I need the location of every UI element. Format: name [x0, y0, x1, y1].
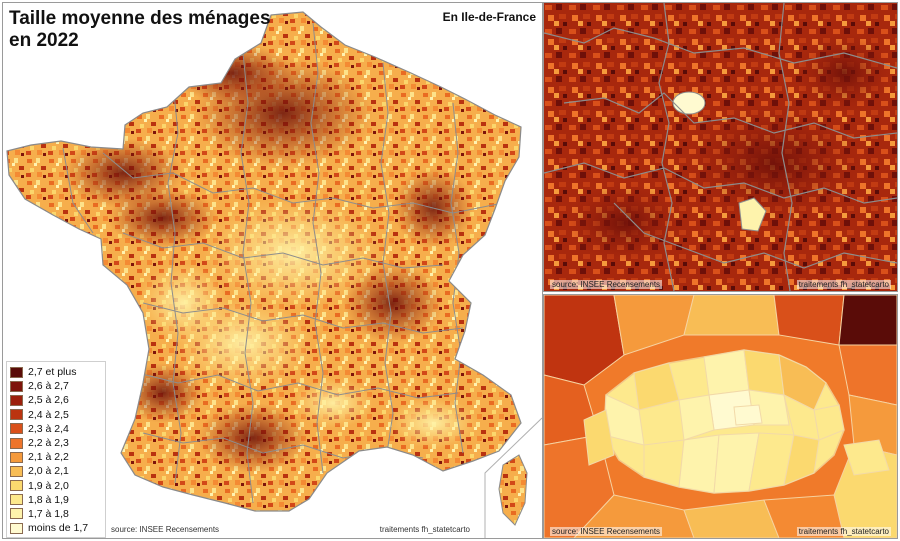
ile-de-france-map-panel: source: INSEE Recensements traitements f…: [543, 2, 898, 292]
legend-item: 2,7 et plus: [10, 365, 103, 379]
legend-item: 1,9 à 2,0: [10, 479, 103, 493]
map-title: Taille moyenne des ménages en 2022: [9, 8, 271, 52]
legend: 2,7 et plus 2,6 à 2,7 2,5 à 2,6 2,4 à 2,5 2,…: [6, 361, 106, 538]
legend-item: 2,1 à 2,2: [10, 450, 103, 464]
paris-source-text: source: INSEE Recensements: [550, 527, 663, 536]
legend-swatch: [10, 480, 23, 492]
paris-map: [544, 295, 897, 538]
legend-swatch: [10, 423, 23, 435]
idf-source-text: source: INSEE Recensements: [550, 280, 663, 289]
legend-item: moins de 1,7: [10, 521, 103, 535]
legend-swatch: [10, 494, 23, 506]
legend-swatch: [10, 508, 23, 520]
legend-label: 1,7 à 1,8: [28, 507, 69, 520]
legend-swatch: [10, 409, 23, 421]
legend-item: 1,8 à 1,9: [10, 493, 103, 507]
legend-swatch: [10, 465, 23, 477]
paris-arrondissements: [603, 349, 845, 494]
legend-swatch: [10, 366, 23, 378]
legend-item: 2,5 à 2,6: [10, 393, 103, 407]
map-title-line2: en 2022: [9, 30, 79, 51]
legend-swatch: [10, 437, 23, 449]
legend-label: 2,6 à 2,7: [28, 380, 69, 393]
legend-label: 2,7 et plus: [28, 366, 77, 379]
legend-label: 2,4 à 2,5: [28, 408, 69, 421]
legend-item: 2,3 à 2,4: [10, 422, 103, 436]
idf-department-borders: [544, 3, 897, 291]
legend-label: 1,9 à 2,0: [28, 479, 69, 492]
map-title-line1: Taille moyenne des ménages: [9, 8, 271, 29]
legend-item: 2,2 à 2,3: [10, 436, 103, 450]
paris-credit-text: traitements fh_statetcarto: [796, 527, 891, 536]
legend-item: 2,4 à 2,5: [10, 408, 103, 422]
legend-swatch: [10, 394, 23, 406]
legend-item: 2,6 à 2,7: [10, 379, 103, 393]
idf-credit-text: traitements fh_statetcarto: [796, 280, 891, 289]
legend-swatch: [10, 380, 23, 392]
paris-map-panel: source: INSEE Recensements traitements f…: [543, 294, 898, 539]
legend-label: 2,5 à 2,6: [28, 394, 69, 407]
legend-label: 1,8 à 1,9: [28, 493, 69, 506]
inset-label: En Ile-de-France: [442, 10, 536, 24]
credit-text: traitements fh_statetcarto: [379, 525, 470, 534]
legend-label: 2,2 à 2,3: [28, 437, 69, 450]
legend-label: 2,0 à 2,1: [28, 465, 69, 478]
legend-label: 2,3 à 2,4: [28, 422, 69, 435]
legend-label: moins de 1,7: [28, 522, 89, 535]
legend-item: 1,7 à 1,8: [10, 507, 103, 521]
ile-de-france-map: [544, 3, 897, 291]
source-text: source: INSEE Recensements: [111, 525, 220, 534]
legend-swatch: [10, 522, 23, 534]
legend-item: 2,0 à 2,1: [10, 464, 103, 478]
france-map-panel: Taille moyenne des ménages en 2022 En Il…: [2, 2, 543, 539]
legend-swatch: [10, 451, 23, 463]
legend-label: 2,1 à 2,2: [28, 451, 69, 464]
